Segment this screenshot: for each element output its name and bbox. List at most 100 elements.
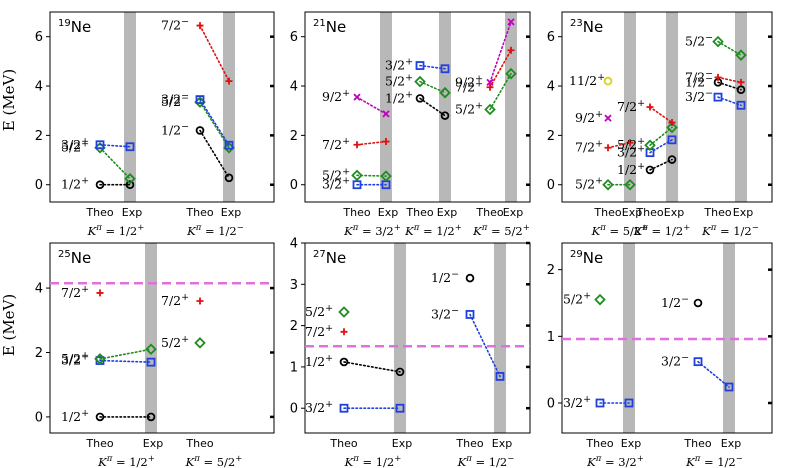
theo-marker: [339, 403, 349, 413]
exp-band: [223, 12, 235, 202]
level-label: 9/2+: [322, 88, 350, 104]
exp-column-label: Exp: [503, 206, 523, 219]
connector-line: [356, 140, 387, 146]
theo-column-label: Theo: [85, 206, 113, 219]
theo-marker: [693, 357, 703, 367]
exp-band: [494, 243, 506, 433]
ytick-label: 0: [35, 410, 43, 425]
level-label: 5/2+: [563, 291, 591, 307]
panel-frame: [304, 11, 531, 203]
level-label: 11/2+: [569, 72, 605, 88]
exp-marker: [735, 49, 747, 61]
ytick-label: 2: [290, 129, 298, 144]
exp-marker: [667, 135, 677, 145]
connector-line: [199, 129, 230, 179]
theo-marker: [465, 310, 475, 319]
ylabel-bottom: E (MeV): [0, 294, 18, 357]
nucleus-label: 23Ne: [570, 18, 603, 36]
exp-marker: [395, 403, 405, 413]
level-label: 5/2−: [685, 33, 713, 49]
ytick-label: 4: [547, 80, 555, 95]
exp-marker: [505, 67, 517, 80]
connector-line: [489, 21, 512, 84]
theo-marker: [351, 169, 363, 182]
nucleus-label: 27Ne: [313, 249, 346, 267]
theo-marker: [595, 398, 605, 408]
exp-column-label: Exp: [721, 437, 741, 450]
connector-line: [697, 360, 730, 388]
exp-column-label: Exp: [437, 206, 457, 219]
connector-line: [356, 96, 387, 115]
level-label: 5/2+: [455, 100, 483, 116]
panel-19Ne: 024619Ne1/2+5/2+3/2+1/2−5/2−3/2−7/2−Theo…: [35, 11, 275, 238]
theo-marker: [194, 337, 206, 349]
kpi-label: Kπ = 1/2−: [186, 223, 244, 238]
panel-frame: [49, 11, 275, 203]
exp-marker: [736, 85, 746, 95]
exp-band: [145, 243, 157, 433]
exp-column-label: Exp: [122, 206, 142, 219]
exp-marker: [124, 173, 136, 185]
nucleus-label: 19Ne: [58, 18, 91, 36]
level-label: 7/2+: [61, 284, 89, 300]
theo-marker: [195, 95, 205, 104]
theo-column-label: Theo: [85, 437, 113, 450]
level-label: 1/2−: [431, 269, 459, 285]
theo-marker: [486, 83, 494, 91]
exp-marker: [507, 46, 515, 54]
level-label: 5/2+: [305, 303, 333, 319]
theo-marker: [94, 353, 106, 365]
theo-marker: [693, 298, 703, 308]
exp-marker: [440, 64, 450, 74]
nucleus-label: 21Ne: [313, 18, 346, 36]
theo-column-label: Theo: [342, 206, 370, 219]
exp-marker: [737, 78, 745, 86]
theo-marker: [195, 126, 205, 135]
level-label: 7/2−: [161, 17, 189, 33]
theo-marker: [602, 178, 614, 191]
exp-band: [666, 12, 678, 202]
kpi-label: Kπ = 5/2+: [591, 223, 649, 238]
level-label: 3/2+: [563, 394, 591, 410]
theo-marker: [594, 293, 606, 306]
theo-column-label: Theo: [185, 206, 213, 219]
exp-column-label: Exp: [378, 206, 398, 219]
connector-line: [607, 141, 631, 149]
exp-marker: [395, 367, 405, 377]
ytick-label: 6: [547, 30, 555, 45]
theo-marker: [338, 306, 350, 318]
connector-line: [343, 361, 401, 373]
ytick-label: 1: [547, 330, 555, 345]
exp-marker: [125, 142, 135, 152]
connector-line: [99, 359, 152, 363]
panel-23Ne: 024623Ne5/2+7/2+9/2+11/2+1/2+3/2+5/2+7/2…: [547, 11, 773, 238]
level-label: 1/2−: [661, 294, 689, 310]
exp-column-label: Exp: [664, 206, 684, 219]
exp-band: [624, 12, 636, 202]
theo-marker: [486, 78, 494, 86]
level-label: 5/2+: [575, 176, 603, 192]
theo-marker: [96, 289, 104, 297]
level-label: 1/2+: [61, 408, 89, 424]
kpi-label: Kπ = 3/2+: [343, 223, 401, 238]
exp-band: [124, 12, 136, 202]
level-label: 1/2+: [305, 353, 333, 369]
exp-column-label: Exp: [622, 206, 642, 219]
theo-marker: [712, 35, 724, 48]
level-label: 7/2+: [161, 292, 189, 308]
exp-marker: [667, 155, 677, 164]
level-label: 3/2−: [661, 353, 689, 369]
exp-band: [623, 243, 635, 433]
kpi-label: Kπ = 5/2+: [472, 223, 530, 238]
exp-marker: [380, 170, 392, 182]
panel-frame: [304, 242, 531, 434]
theo-column-label: Theo: [585, 437, 613, 450]
theo-marker: [353, 141, 361, 149]
level-label: 7/2+: [575, 139, 603, 155]
exp-marker: [666, 121, 678, 134]
exp-marker: [624, 398, 634, 408]
kpi-label: Kπ = 5/2+: [185, 454, 243, 468]
theo-marker: [646, 103, 654, 111]
exp-band: [735, 12, 747, 202]
